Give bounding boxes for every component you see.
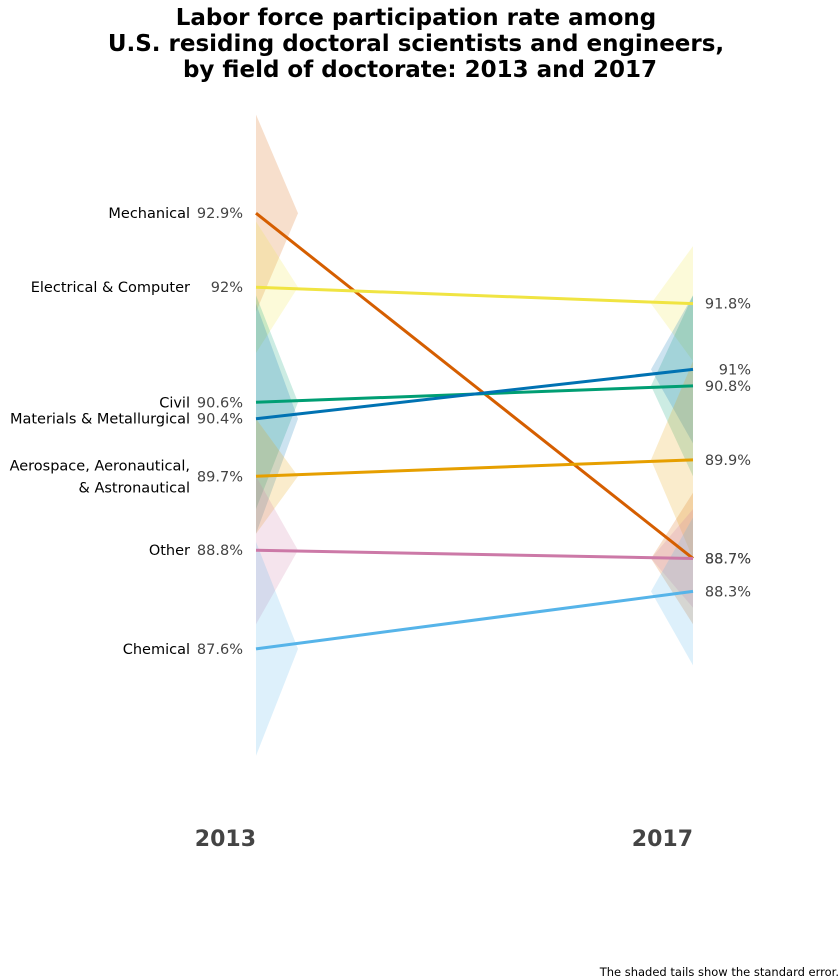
value-label-aerospace-2013: 89.7% [197, 469, 243, 485]
se-band-materials-2017 [651, 295, 693, 444]
value-label-mechanical-2017: 88.7% [705, 551, 751, 567]
category-label-other: Other [149, 543, 190, 559]
standard-error-bands [256, 114, 693, 756]
category-label-electrical: Electrical & Computer [31, 280, 190, 296]
value-label-electrical-2017: 91.8% [705, 297, 751, 313]
category-label-materials: Materials & Metallurgical [10, 412, 190, 428]
x-tick-label-2013: 2013 [195, 827, 256, 852]
se-band-mechanical-2013 [256, 114, 298, 312]
footnote: The shaded tails show the standard error… [599, 965, 839, 979]
series-line-materials [255, 367, 694, 421]
category-label-civil: Civil [159, 395, 190, 411]
chart-title: Labor force participation rate among U.S… [108, 5, 724, 83]
category-label-chemical: Chemical [123, 642, 190, 658]
value-label-materials-2017: 91% [719, 362, 751, 378]
value-label-electrical-2013: 92% [211, 280, 243, 296]
chart-title-line: Labor force participation rate among [176, 5, 657, 31]
series-line-chemical [255, 589, 694, 651]
value-label-chemical-2017: 88.3% [705, 584, 751, 600]
series-line-aerospace [255, 458, 694, 478]
value-label-civil-2017: 90.8% [705, 379, 751, 395]
chart-title-line: U.S. residing doctoral scientists and en… [108, 31, 724, 57]
se-band-chemical-2017 [651, 517, 693, 666]
series-lines [255, 212, 694, 651]
value-label-aerospace-2017: 89.9% [705, 453, 751, 469]
se-band-chemical-2013 [256, 542, 298, 756]
series-line-other [255, 548, 694, 560]
category-label-aerospace: Aerospace, Aeronautical, [10, 458, 190, 474]
value-label-other-2017: 88.7% [705, 551, 751, 567]
value-label-materials-2013: 90.4% [197, 412, 243, 428]
value-label-other-2013: 88.8% [197, 543, 243, 559]
chart-title-line: by field of doctorate: 2013 and 2017 [183, 57, 657, 83]
series-line-mechanical [255, 212, 694, 560]
category-label-mechanical: Mechanical [108, 206, 190, 222]
value-label-mechanical-2013: 92.9% [197, 206, 243, 222]
series-line-electrical [255, 285, 694, 306]
category-label-aerospace: & Astronautical [79, 480, 190, 496]
x-tick-label-2017: 2017 [632, 827, 693, 852]
value-label-civil-2013: 90.6% [197, 395, 243, 411]
value-label-chemical-2013: 87.6% [197, 642, 243, 658]
series-labels: Mechanical 92.9% 88.7% Electrical & Compute… [10, 206, 751, 658]
